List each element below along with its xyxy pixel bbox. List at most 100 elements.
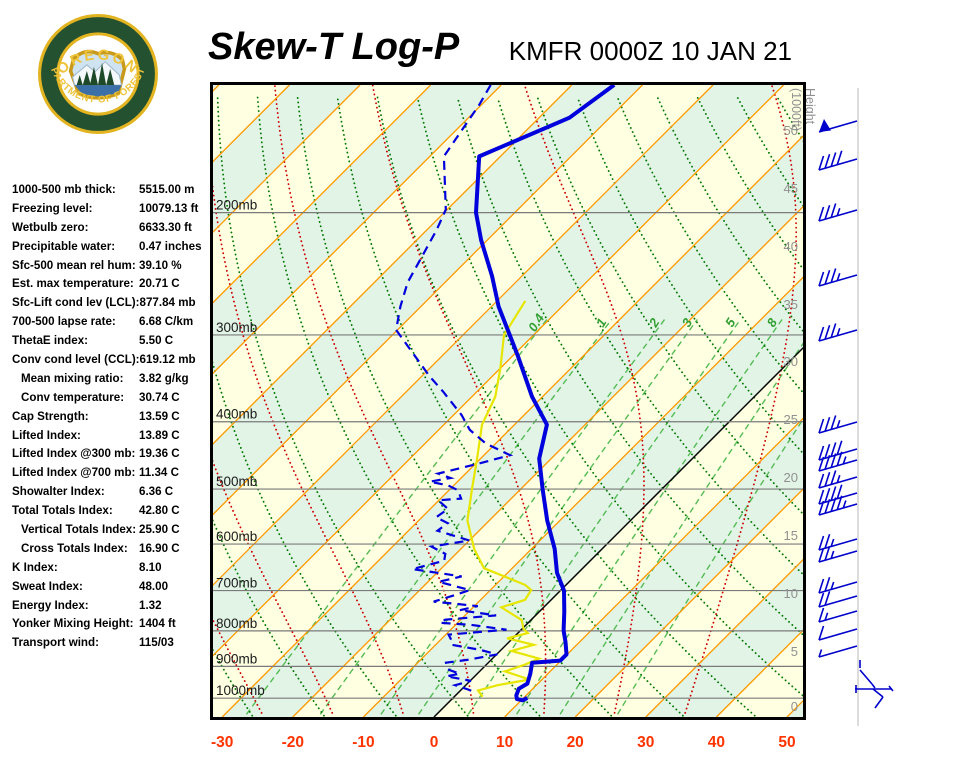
index-label: Wetbulb zero: bbox=[12, 220, 89, 234]
index-value: 25.90 C bbox=[139, 523, 180, 537]
index-label: Lifted Index: bbox=[12, 428, 81, 442]
index-value: 8.10 bbox=[139, 560, 162, 574]
index-value: 48.00 bbox=[139, 579, 169, 593]
wind-barb bbox=[818, 451, 858, 472]
index-label: 700-500 lapse rate: bbox=[12, 315, 116, 329]
station-id: KMFR 0000Z 10 JAN 21 bbox=[508, 36, 792, 66]
temperature-axis-tick: 50 bbox=[778, 734, 795, 751]
index-label: Mean mixing ratio: bbox=[21, 371, 124, 385]
index-label: Vertical Totals Index: bbox=[21, 523, 137, 537]
index-value: 19.36 C bbox=[139, 447, 180, 461]
index-row: Cap Strength: 13.59 C bbox=[12, 410, 212, 429]
index-value: 13.59 C bbox=[139, 409, 180, 423]
temperature-axis-tick: 10 bbox=[496, 734, 513, 751]
indices-panel: 1000-500 mb thick: 5515.00 m Freezing leve… bbox=[12, 183, 212, 655]
wind-barb bbox=[818, 470, 858, 489]
wind-barb bbox=[818, 268, 858, 287]
index-value: 1404 ft bbox=[139, 617, 176, 631]
zero-isotherm-line bbox=[433, 346, 803, 718]
page-title: Skew-T Log-P bbox=[208, 26, 460, 68]
pressure-label: 900mb bbox=[216, 651, 257, 666]
index-row: Wetbulb zero: 6633.30 ft bbox=[12, 221, 212, 240]
index-row: Lifted Index: 13.89 C bbox=[12, 429, 212, 448]
index-row: 1000-500 mb thick: 5515.00 m bbox=[12, 183, 212, 202]
index-row: Freezing level: 10079.13 ft bbox=[12, 202, 212, 221]
index-row: Total Totals Index: 42.80 C bbox=[12, 504, 212, 523]
surface-wind-barb-segment bbox=[859, 669, 873, 685]
trees-icon bbox=[76, 62, 115, 86]
temperature-axis-tick: 20 bbox=[567, 734, 584, 751]
index-value: 3.82 g/kg bbox=[139, 371, 189, 385]
index-value: 115/03 bbox=[139, 636, 174, 650]
temperature-axis-tick: 30 bbox=[637, 734, 654, 751]
temperature-axis-tick: 40 bbox=[708, 734, 725, 751]
odf-logo: OREGON DEPARTMENT OF FORESTRY bbox=[36, 12, 158, 134]
index-label: Sfc-Lift cond lev (LCL): bbox=[12, 296, 140, 310]
height-label: 15 bbox=[784, 528, 798, 543]
index-row: Est. max temperature: 20.71 C bbox=[12, 277, 212, 296]
index-label: Lifted Index @300 mb: bbox=[12, 447, 136, 461]
index-label: Conv cond level (CCL): bbox=[12, 353, 140, 367]
index-row: Sfc-500 mean rel hum: 39.10 % bbox=[12, 259, 212, 278]
wind-barb bbox=[818, 119, 858, 133]
height-label: 50 bbox=[784, 123, 798, 138]
index-label: Total Totals Index: bbox=[12, 504, 113, 518]
index-row: Cross Totals Index: 16.90 C bbox=[12, 542, 212, 561]
dewpoint-profile-line bbox=[394, 85, 514, 693]
height-label: 5 bbox=[791, 644, 798, 659]
wind-barb bbox=[818, 415, 858, 434]
chart-grid bbox=[213, 85, 803, 718]
index-value: 5.50 C bbox=[139, 334, 174, 348]
height-label: 40 bbox=[784, 239, 798, 254]
wind-barb bbox=[818, 645, 858, 658]
index-row: Sweat Index: 48.00 bbox=[12, 580, 212, 599]
height-label: 25 bbox=[784, 412, 798, 427]
height-label: 10 bbox=[784, 586, 798, 601]
index-value: 6.68 C/km bbox=[139, 315, 194, 329]
index-label: Sfc-500 mean rel hum: bbox=[12, 258, 136, 272]
index-label: Showalter Index: bbox=[12, 485, 105, 499]
index-value: 11.34 C bbox=[139, 466, 179, 480]
index-row: Conv temperature: 30.74 C bbox=[12, 391, 212, 410]
pressure-label: 200mb bbox=[216, 198, 257, 213]
index-row: K Index: 8.10 bbox=[12, 561, 212, 580]
index-value: 877.84 mb bbox=[139, 296, 196, 310]
wind-barb bbox=[818, 533, 858, 551]
temperature-axis-tick: 0 bbox=[430, 734, 439, 751]
index-value: 13.89 C bbox=[139, 428, 180, 442]
pressure-label: 600mb bbox=[216, 529, 257, 544]
chart-labels: 200mb 300mb 400mb 500mb 600mb 700mb 800mb 900mb… bbox=[211, 88, 817, 751]
wind-barb bbox=[818, 484, 858, 505]
water-icon bbox=[74, 85, 122, 97]
index-value: 619.12 mb bbox=[139, 353, 196, 367]
wind-barb bbox=[818, 203, 858, 222]
pressure-label: 300mb bbox=[216, 320, 257, 335]
height-label: 45 bbox=[784, 181, 798, 196]
pressure-label: 500mb bbox=[216, 474, 257, 489]
index-label: Freezing level: bbox=[12, 201, 93, 215]
index-label: Cross Totals Index: bbox=[21, 541, 128, 555]
pressure-label: 800mb bbox=[216, 616, 257, 631]
index-row: Conv cond level (CCL): 619.12 mb bbox=[12, 353, 212, 372]
height-label: 35 bbox=[784, 297, 798, 312]
index-row: ThetaE index: 5.50 C bbox=[12, 334, 212, 353]
index-value: 39.10 % bbox=[139, 258, 182, 272]
height-label: 30 bbox=[784, 354, 798, 369]
pressure-label: 400mb bbox=[216, 407, 257, 422]
wind-barb bbox=[818, 495, 858, 516]
wind-barb bbox=[818, 545, 858, 563]
index-value: 6633.30 ft bbox=[139, 220, 192, 234]
index-label: Precipitable water: bbox=[12, 239, 116, 253]
index-row: Sfc-Lift cond lev (LCL): 877.84 mb bbox=[12, 296, 212, 315]
index-row: Lifted Index @300 mb: 19.36 C bbox=[12, 447, 212, 466]
index-row: Yonker Mixing Height: 1404 ft bbox=[12, 617, 212, 636]
index-label: Est. max temperature: bbox=[12, 277, 134, 291]
wind-barb bbox=[818, 150, 858, 171]
index-row: Precipitable water: 0.47 inches bbox=[12, 240, 212, 259]
surface-wind-barb-segment bbox=[871, 683, 876, 689]
index-label: Sweat Index: bbox=[12, 579, 83, 593]
index-label: 1000-500 mb thick: bbox=[12, 183, 116, 196]
surface-wind-barb-segment bbox=[888, 685, 894, 692]
